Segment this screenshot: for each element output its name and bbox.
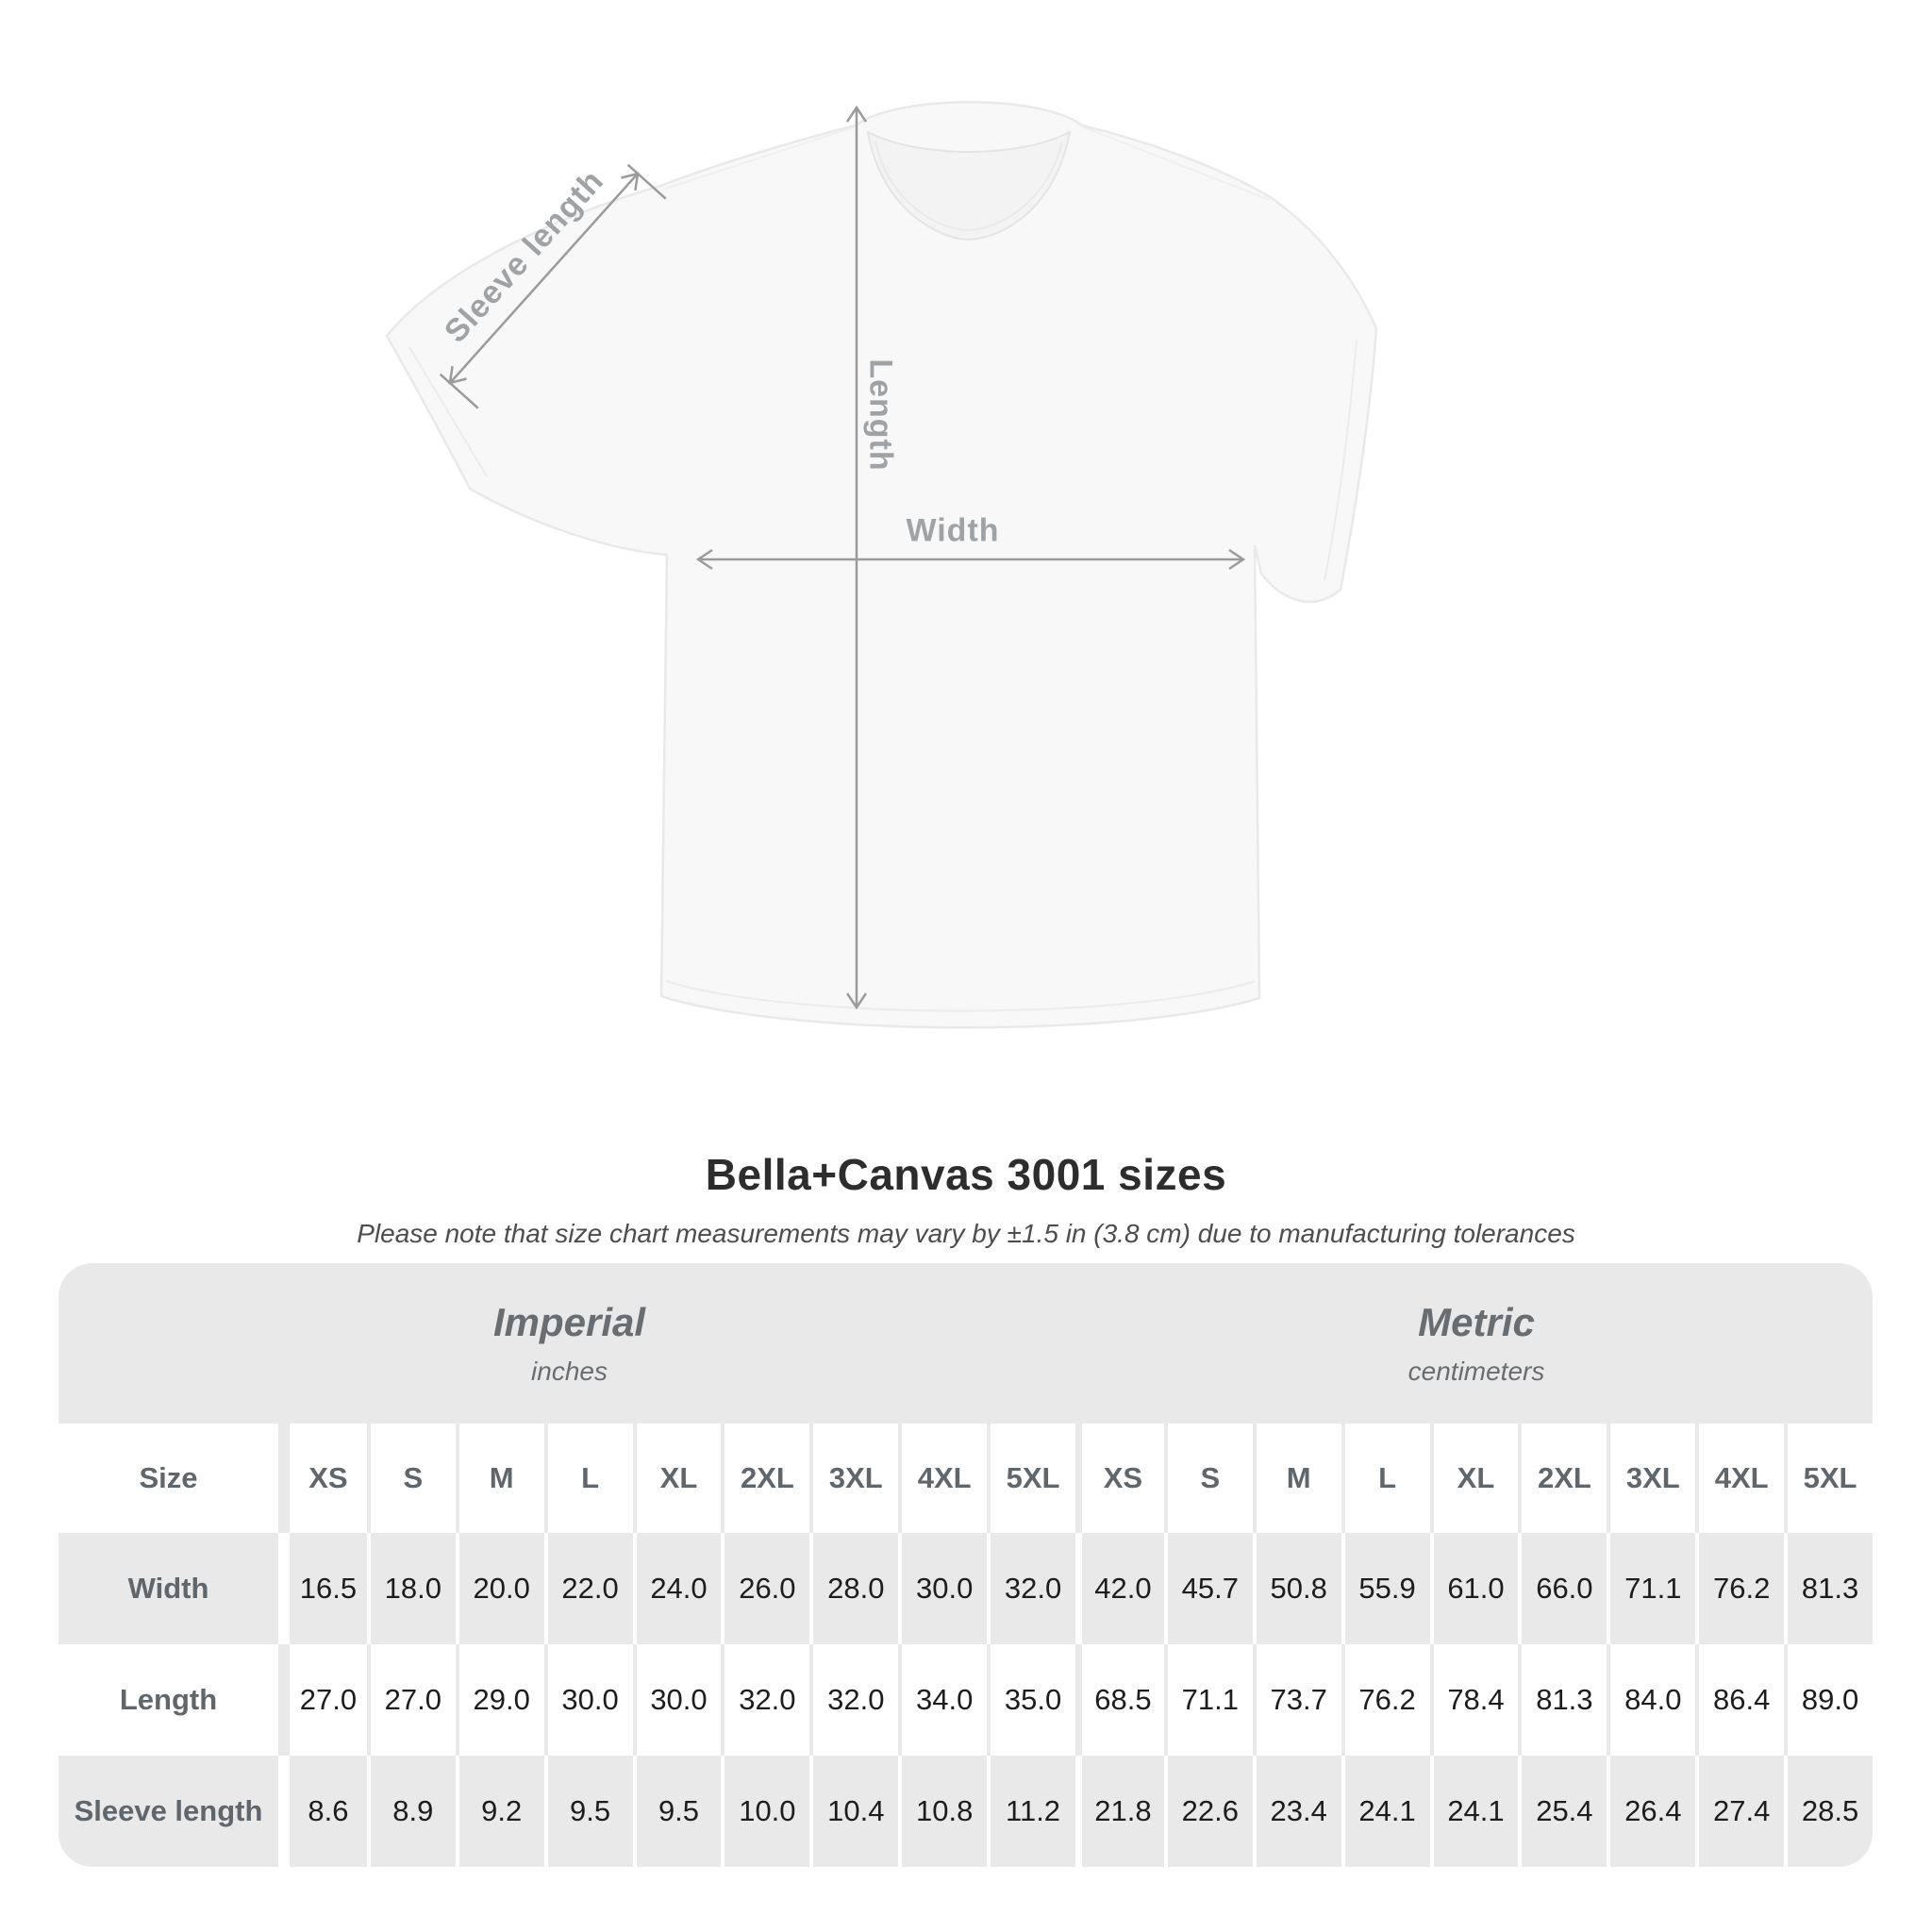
table-cell: 27.0 <box>366 1644 456 1756</box>
table-cell: 81.3 <box>1518 1644 1607 1756</box>
table-cell: 26.0 <box>721 1533 810 1644</box>
table-cell: 27.4 <box>1695 1756 1785 1867</box>
table-cell: 2XL <box>1518 1424 1607 1533</box>
metric-header: Metric centimeters <box>1080 1263 1873 1424</box>
unit-header-row: Imperial inches Metric centimeters <box>58 1263 1873 1424</box>
table-cell: 29.0 <box>455 1644 544 1756</box>
table-cell: 5XL <box>1784 1424 1873 1533</box>
table-cell: 76.2 <box>1341 1644 1430 1756</box>
table-cell: S <box>1163 1424 1253 1533</box>
row-label-sleeve-length: Sleeve length <box>58 1756 278 1867</box>
table-cell: XS <box>1074 1424 1164 1533</box>
row-label-length: Length <box>58 1644 278 1756</box>
table-cell: XS <box>278 1424 367 1533</box>
table-cell: 89.0 <box>1784 1644 1873 1756</box>
width-row: Width 16.5 18.0 20.0 22.0 24.0 26.0 28.0 30.0 32… <box>58 1533 1873 1644</box>
table-cell: 32.0 <box>987 1533 1075 1644</box>
table-cell: 8.6 <box>278 1756 367 1867</box>
table-cell: 10.4 <box>809 1756 899 1867</box>
table-cell: 71.1 <box>1163 1644 1253 1756</box>
table-cell: 35.0 <box>987 1644 1075 1756</box>
table-cell: 28.5 <box>1784 1756 1873 1867</box>
sleeve-dimension-cap-start <box>439 373 479 409</box>
row-label-width: Width <box>58 1533 278 1644</box>
table-cell: 32.0 <box>809 1644 899 1756</box>
table-cell: 26.4 <box>1607 1756 1696 1867</box>
table-cell: 71.1 <box>1607 1533 1696 1644</box>
table-cell: 73.7 <box>1252 1644 1341 1756</box>
table-cell: 24.1 <box>1429 1756 1519 1867</box>
table-cell: 11.2 <box>987 1756 1075 1867</box>
table-cell: 66.0 <box>1518 1533 1607 1644</box>
table-cell: 50.8 <box>1252 1533 1341 1644</box>
table-cell: 3XL <box>1607 1424 1696 1533</box>
table-cell: 45.7 <box>1163 1533 1253 1644</box>
imperial-unit: inches <box>531 1357 608 1386</box>
table-cell: 86.4 <box>1695 1644 1785 1756</box>
table-cell: 21.8 <box>1074 1756 1164 1867</box>
table-cell: 78.4 <box>1429 1644 1519 1756</box>
sleeve-dimension-cap-end <box>626 163 667 200</box>
table-cell: 27.0 <box>278 1644 367 1756</box>
size-table: Imperial inches Metric centimeters Size … <box>58 1263 1873 1867</box>
table-cell: L <box>543 1424 633 1533</box>
table-cell: 61.0 <box>1429 1533 1519 1644</box>
table-cell: XL <box>632 1424 722 1533</box>
tolerance-note: Please note that size chart measurements… <box>357 1219 1575 1248</box>
table-cell: 25.4 <box>1518 1756 1607 1867</box>
table-cell: XL <box>1429 1424 1519 1533</box>
table-cell: 9.2 <box>455 1756 544 1867</box>
table-cell: 10.8 <box>898 1756 988 1867</box>
table-cell: M <box>455 1424 544 1533</box>
length-dimension-label: Length <box>862 358 899 472</box>
table-cell: 55.9 <box>1341 1533 1430 1644</box>
length-row: Length 27.0 27.0 29.0 30.0 30.0 32.0 32.0 34.0 3… <box>58 1644 1873 1756</box>
table-cell: 42.0 <box>1074 1533 1164 1644</box>
imperial-title: Imperial <box>492 1300 646 1344</box>
table-cell: 22.0 <box>543 1533 633 1644</box>
table-cell: 9.5 <box>632 1756 722 1867</box>
sleeve-length-dimension-line <box>450 174 638 383</box>
table-cell: 5XL <box>987 1424 1075 1533</box>
table-cell: 8.9 <box>366 1756 456 1867</box>
table-cell: 32.0 <box>721 1644 810 1756</box>
table-cell: 24.0 <box>632 1533 722 1644</box>
table-cell: S <box>366 1424 456 1533</box>
table-cell: 84.0 <box>1607 1644 1696 1756</box>
table-cell: 30.0 <box>898 1533 988 1644</box>
table-cell: 81.3 <box>1784 1533 1873 1644</box>
table-cell: 16.5 <box>278 1533 367 1644</box>
table-cell: 68.5 <box>1074 1644 1164 1756</box>
table-cell: 22.6 <box>1163 1756 1253 1867</box>
table-cell: 10.0 <box>721 1756 810 1867</box>
table-cell: 18.0 <box>366 1533 456 1644</box>
table-cell: L <box>1341 1424 1430 1533</box>
tshirt-diagram: Sleeve length Length Width <box>385 101 1378 1029</box>
table-cell: 76.2 <box>1695 1533 1785 1644</box>
table-cell: 4XL <box>898 1424 988 1533</box>
table-cell: 30.0 <box>543 1644 633 1756</box>
imperial-header: Imperial inches <box>58 1263 1080 1424</box>
metric-title: Metric <box>1418 1300 1535 1344</box>
table-cell: 9.5 <box>543 1756 633 1867</box>
size-column-header: Size <box>58 1424 278 1533</box>
table-cell: 3XL <box>809 1424 899 1533</box>
table-cell: 34.0 <box>898 1644 988 1756</box>
sleeve-length-row: Sleeve length 8.6 8.9 9.2 9.5 9.5 10.0 10.4 10.… <box>58 1756 1873 1867</box>
table-cell: M <box>1252 1424 1341 1533</box>
table-cell: 30.0 <box>632 1644 722 1756</box>
table-cell: 24.1 <box>1341 1756 1430 1867</box>
dimension-lines <box>439 108 1243 1008</box>
table-cell: 2XL <box>721 1424 810 1533</box>
tshirt-illustration <box>385 101 1378 1029</box>
size-header-row: Size XS S M L XL 2XL 3XL 4XL 5XL XS S M L XL 2XL 3XL 4XL… <box>58 1424 1873 1533</box>
table-cell: 28.0 <box>809 1533 899 1644</box>
table-cell: 23.4 <box>1252 1756 1341 1867</box>
table-cell: 20.0 <box>455 1533 544 1644</box>
page-title: Bella+Canvas 3001 sizes <box>705 1150 1227 1199</box>
metric-unit: centimeters <box>1407 1357 1545 1386</box>
width-dimension-label: Width <box>906 512 1000 549</box>
table-cell: 4XL <box>1695 1424 1785 1533</box>
